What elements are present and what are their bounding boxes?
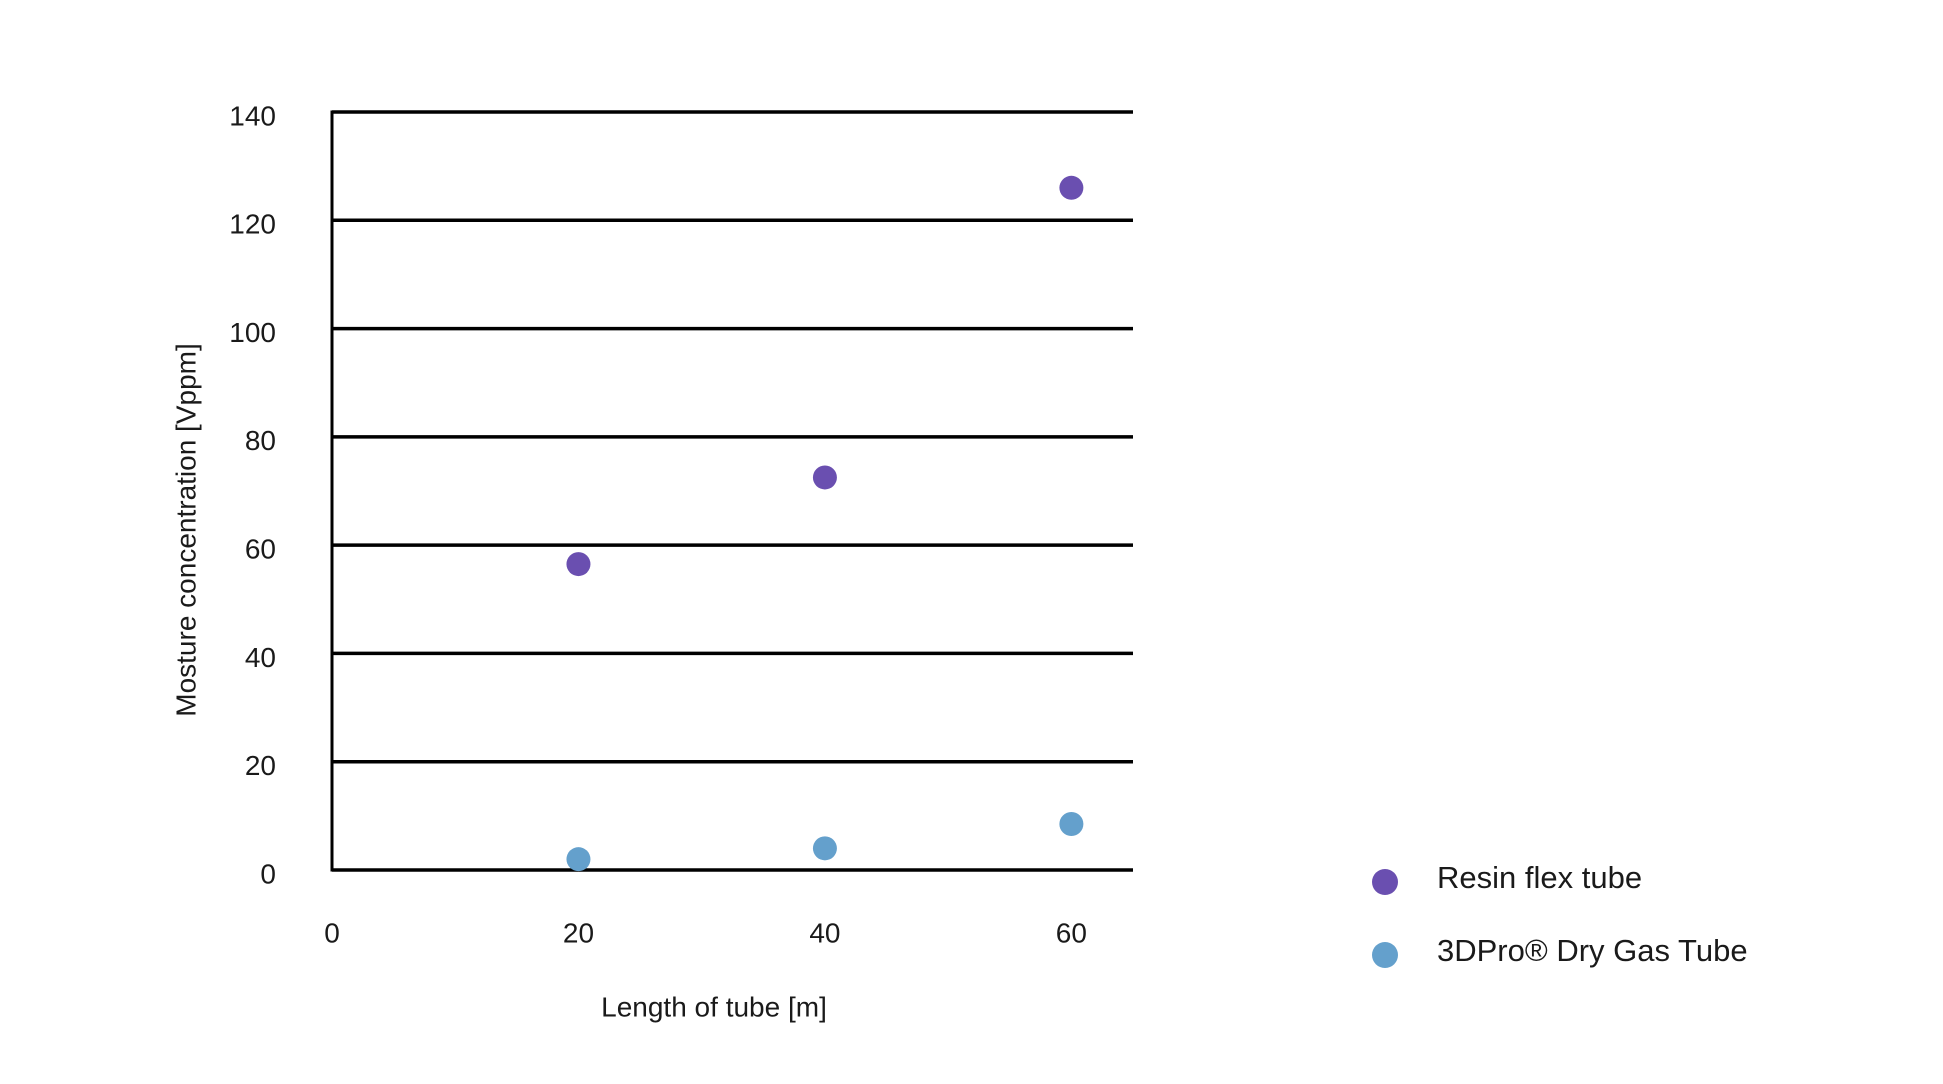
x-tick-label: 60 bbox=[1056, 917, 1087, 948]
point bbox=[812, 465, 837, 490]
point bbox=[812, 836, 837, 861]
point bbox=[1059, 811, 1084, 836]
point bbox=[566, 847, 591, 872]
point bbox=[1059, 175, 1084, 200]
y-tick-label: 40 bbox=[245, 642, 276, 673]
y-tick-label: 140 bbox=[229, 100, 276, 131]
legend-label: 3DPro® Dry Gas Tube bbox=[1437, 933, 1748, 968]
legend-label: Resin flex tube bbox=[1437, 860, 1642, 895]
y-tick-label: 100 bbox=[229, 317, 276, 348]
x-tick-label: 40 bbox=[809, 917, 840, 948]
x-tick-label: 20 bbox=[563, 917, 594, 948]
y-tick-label: 60 bbox=[245, 534, 276, 565]
y-tick-label: 120 bbox=[229, 209, 276, 240]
legend-marker bbox=[1372, 942, 1398, 968]
y-tick-label: 0 bbox=[260, 858, 276, 889]
x-tick-label: 0 bbox=[324, 917, 340, 948]
y-tick-label: 20 bbox=[245, 750, 276, 781]
y-axis-label: Mosture concentration [Vppm] bbox=[170, 343, 201, 717]
x-axis-label: Length of tube [m] bbox=[601, 991, 827, 1022]
y-tick-label: 80 bbox=[245, 425, 276, 456]
legend-marker bbox=[1372, 869, 1398, 895]
point bbox=[566, 552, 591, 577]
